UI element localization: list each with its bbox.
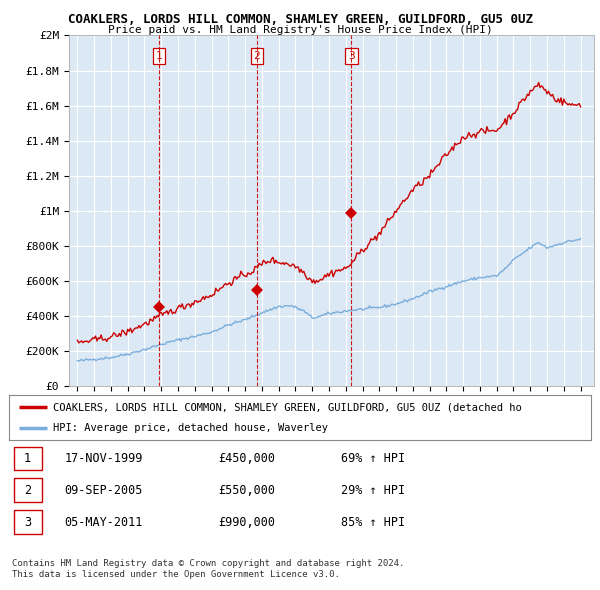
Text: 69% ↑ HPI: 69% ↑ HPI	[341, 452, 405, 465]
Text: £550,000: £550,000	[218, 484, 275, 497]
FancyBboxPatch shape	[14, 478, 41, 502]
Text: £990,000: £990,000	[218, 516, 275, 529]
Text: 05-MAY-2011: 05-MAY-2011	[64, 516, 143, 529]
FancyBboxPatch shape	[14, 510, 41, 534]
Text: 09-SEP-2005: 09-SEP-2005	[64, 484, 143, 497]
Text: COAKLERS, LORDS HILL COMMON, SHAMLEY GREEN, GUILDFORD, GU5 0UZ (detached ho: COAKLERS, LORDS HILL COMMON, SHAMLEY GRE…	[53, 402, 521, 412]
Text: Contains HM Land Registry data © Crown copyright and database right 2024.: Contains HM Land Registry data © Crown c…	[12, 559, 404, 568]
Text: £450,000: £450,000	[218, 452, 275, 465]
Text: 2: 2	[24, 484, 31, 497]
Text: This data is licensed under the Open Government Licence v3.0.: This data is licensed under the Open Gov…	[12, 571, 340, 579]
Text: 3: 3	[24, 516, 31, 529]
Text: Price paid vs. HM Land Registry's House Price Index (HPI): Price paid vs. HM Land Registry's House …	[107, 25, 493, 35]
Text: 3: 3	[348, 51, 355, 61]
Text: 2: 2	[253, 51, 260, 61]
Text: 17-NOV-1999: 17-NOV-1999	[64, 452, 143, 465]
Text: 29% ↑ HPI: 29% ↑ HPI	[341, 484, 405, 497]
Text: HPI: Average price, detached house, Waverley: HPI: Average price, detached house, Wave…	[53, 424, 328, 434]
Text: 1: 1	[24, 452, 31, 465]
FancyBboxPatch shape	[14, 447, 41, 470]
Text: 85% ↑ HPI: 85% ↑ HPI	[341, 516, 405, 529]
Text: 1: 1	[156, 51, 163, 61]
Text: COAKLERS, LORDS HILL COMMON, SHAMLEY GREEN, GUILDFORD, GU5 0UZ: COAKLERS, LORDS HILL COMMON, SHAMLEY GRE…	[67, 13, 533, 26]
